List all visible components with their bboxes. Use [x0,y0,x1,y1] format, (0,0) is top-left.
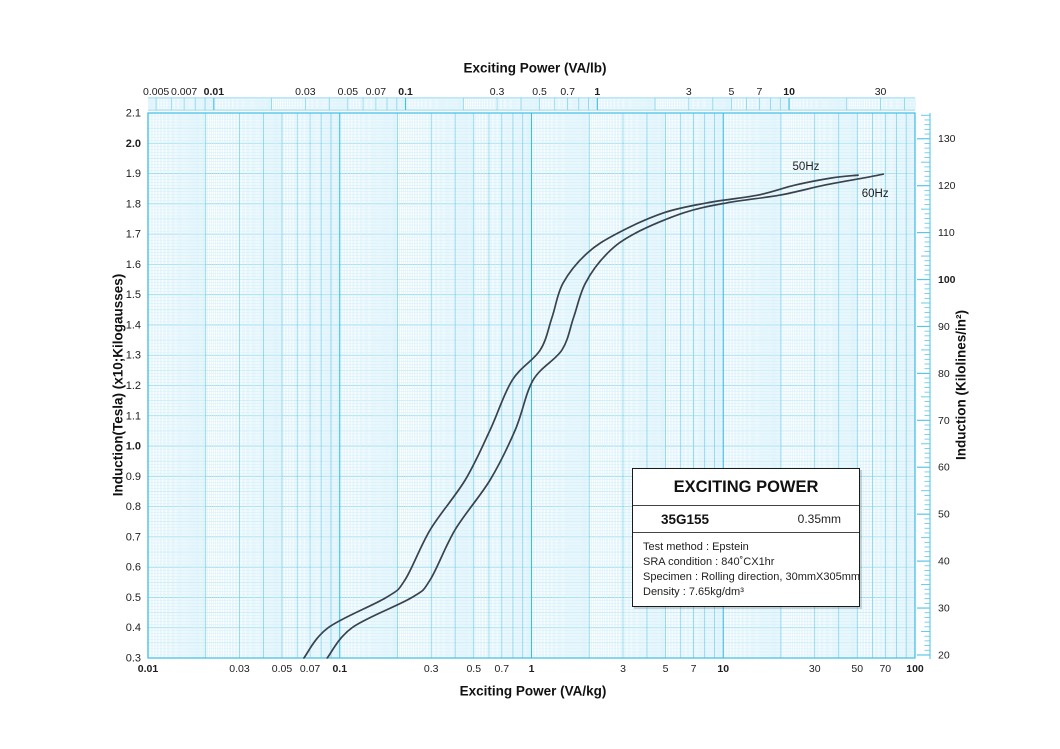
top-axis-tick-labels: 0.005 0.007 0.01 0.03 0.05 0.07 0.1 0.3 0.5 0.7 1 3… [143,86,887,98]
x-axis-bottom-tick-label: 30 [809,663,821,675]
x-axis-top-tick-label: 7 [756,86,762,98]
x-axis-top-tick-label: 0.1 [398,86,413,98]
bottom-axis-tick-labels: 0.01 0.03 0.05 0.07 0.1 0.3 0.5 0.7 1 3 5 7 10 30 50 70… [138,663,924,675]
y-axis-left-tick-label: 1.5 [126,289,141,301]
x-axis-top-tick-label: 0.03 [295,86,316,98]
y-axis-right-tick-label: 50 [938,509,950,521]
left-axis-tick-labels: 2.1 2.0 1.9 1.8 1.7 1.6 1.5 1.4 1.3 1.2 1.1 1.0 0.9 0… [126,108,141,665]
y-axis-left-tick-label: 1.9 [126,168,141,180]
thickness-label: 0.35mm [797,512,841,526]
spec-info-box: EXCITING POWER 35G155 0.35mm Test method… [632,468,860,607]
curve-label-60hz: 60Hz [862,188,889,200]
y-axis-left-tick-label: 1.6 [126,259,141,271]
y-axis-left-tick-label: 1.1 [126,410,141,422]
y-axis-left-tick-label: 0.4 [126,622,141,634]
y-axis-right-tick-label: 80 [938,368,950,380]
plot-border [147,112,916,659]
y-axis-right-tick-label: 90 [938,321,950,333]
info-detail-line: Density : 7.65kg/dm³ [643,586,744,598]
x-axis-top-tick-label: 0.3 [490,86,505,98]
y-axis-left-tick-label: 0.3 [126,653,141,665]
x-axis-top-tick-label: 10 [783,86,795,98]
y-axis-left-tick-label: 0.8 [126,501,141,513]
curve-60hz [326,173,885,659]
y-axis-right-tick-label: 40 [938,556,950,568]
steel-grade-label: 35G155 [661,511,710,527]
right-axis-tick-labels: 130 120 110 100 90 80 70 60 50 40 30 20 [938,133,956,661]
x-axis-bottom-tick-label: 0.7 [494,663,509,675]
x-axis-top-tick-label: 1 [594,86,600,98]
curves [303,173,885,659]
right-ruler [917,113,931,659]
x-axis-top-tick-label: 0.007 [171,86,197,98]
x-axis-bottom-tick-label: 0.5 [466,663,481,675]
x-axis-bottom-tick-label: 1 [529,663,535,675]
y-axis-right-tick-label: 120 [938,180,956,192]
x-axis-bottom-tick-label: 50 [851,663,863,675]
y-axis-right-tick-label: 130 [938,133,956,145]
right-axis-title: Induction (Kilolines/in²) [953,310,969,460]
x-axis-top-tick-label: 5 [728,86,734,98]
y-axis-left-tick-label: 1.4 [126,319,141,331]
y-axis-left-tick-label: 1.3 [126,350,141,362]
x-axis-bottom-tick-label: 0.03 [229,663,250,675]
y-axis-right-tick-label: 100 [938,274,956,286]
x-axis-bottom-tick-label: 0.07 [300,663,321,675]
curve-50hz [303,174,859,659]
x-axis-top-tick-label: 3 [686,86,692,98]
y-axis-left-tick-label: 0.6 [126,562,141,574]
y-axis-right-tick-label: 110 [938,227,955,239]
y-axis-left-tick-label: 0.7 [126,531,141,543]
x-axis-bottom-tick-label: 10 [717,663,729,675]
bottom-axis-title: Exciting Power (VA/kg) [459,683,607,699]
y-axis-left-tick-label: 1.0 [126,441,141,453]
x-axis-top-tick-label: 30 [875,86,887,98]
top-ruler-strip [148,97,916,111]
x-axis-bottom-tick-label: 70 [879,663,891,675]
x-axis-bottom-tick-label: 0.05 [272,663,293,675]
info-detail-line: SRA condition : 840˚CX1hr [643,556,775,568]
x-axis-bottom-tick-label: 7 [691,663,697,675]
y-axis-left-tick-label: 0.5 [126,592,141,604]
y-axis-left-tick-label: 1.8 [126,198,141,210]
x-axis-bottom-tick-label: 3 [620,663,626,675]
y-axis-right-tick-label: 20 [938,649,950,661]
y-axis-right-tick-label: 60 [938,462,950,474]
curve-label-50hz: 50Hz [793,161,820,173]
info-detail-line: Specimen : Rolling direction, 30mmX305mm [643,571,861,583]
x-axis-top-tick-label: 0.05 [338,86,359,98]
x-axis-bottom-tick-label: 100 [906,663,924,675]
x-axis-top-tick-label: 0.005 [143,86,169,98]
y-axis-right-tick-label: 70 [938,415,950,427]
x-axis-top-tick-label: 0.07 [366,86,387,98]
x-axis-top-tick-label: 0.7 [560,86,575,98]
info-box-details: Test method : Epstein SRA condition : 84… [633,533,861,600]
x-axis-bottom-tick-label: 0.3 [424,663,439,675]
x-axis-bottom-tick-label: 5 [663,663,669,675]
info-box-title: EXCITING POWER [633,469,859,506]
x-axis-top-tick-label: 0.5 [532,86,547,98]
curve-labels: 50Hz 60Hz [793,161,889,200]
left-axis-title: Induction(Tesla) (x10;Kilogausses) [110,273,126,497]
y-axis-right-tick-label: 30 [938,603,950,615]
y-axis-left-tick-label: 1.2 [126,380,141,392]
y-axis-left-tick-label: 2.0 [126,138,141,150]
x-axis-bottom-tick-label: 0.1 [332,663,347,675]
y-axis-left-tick-label: 1.7 [126,229,141,241]
x-axis-top-tick-label: 0.01 [204,86,225,98]
y-axis-left-tick-label: 2.1 [126,108,141,120]
top-axis-title: Exciting Power (VA/lb) [463,60,607,76]
y-axis-left-tick-label: 0.9 [126,471,141,483]
info-box-grade-row: 35G155 0.35mm [633,506,859,533]
x-axis-bottom-tick-label: 0.01 [138,663,159,675]
info-detail-line: Test method : Epstein [643,541,749,553]
